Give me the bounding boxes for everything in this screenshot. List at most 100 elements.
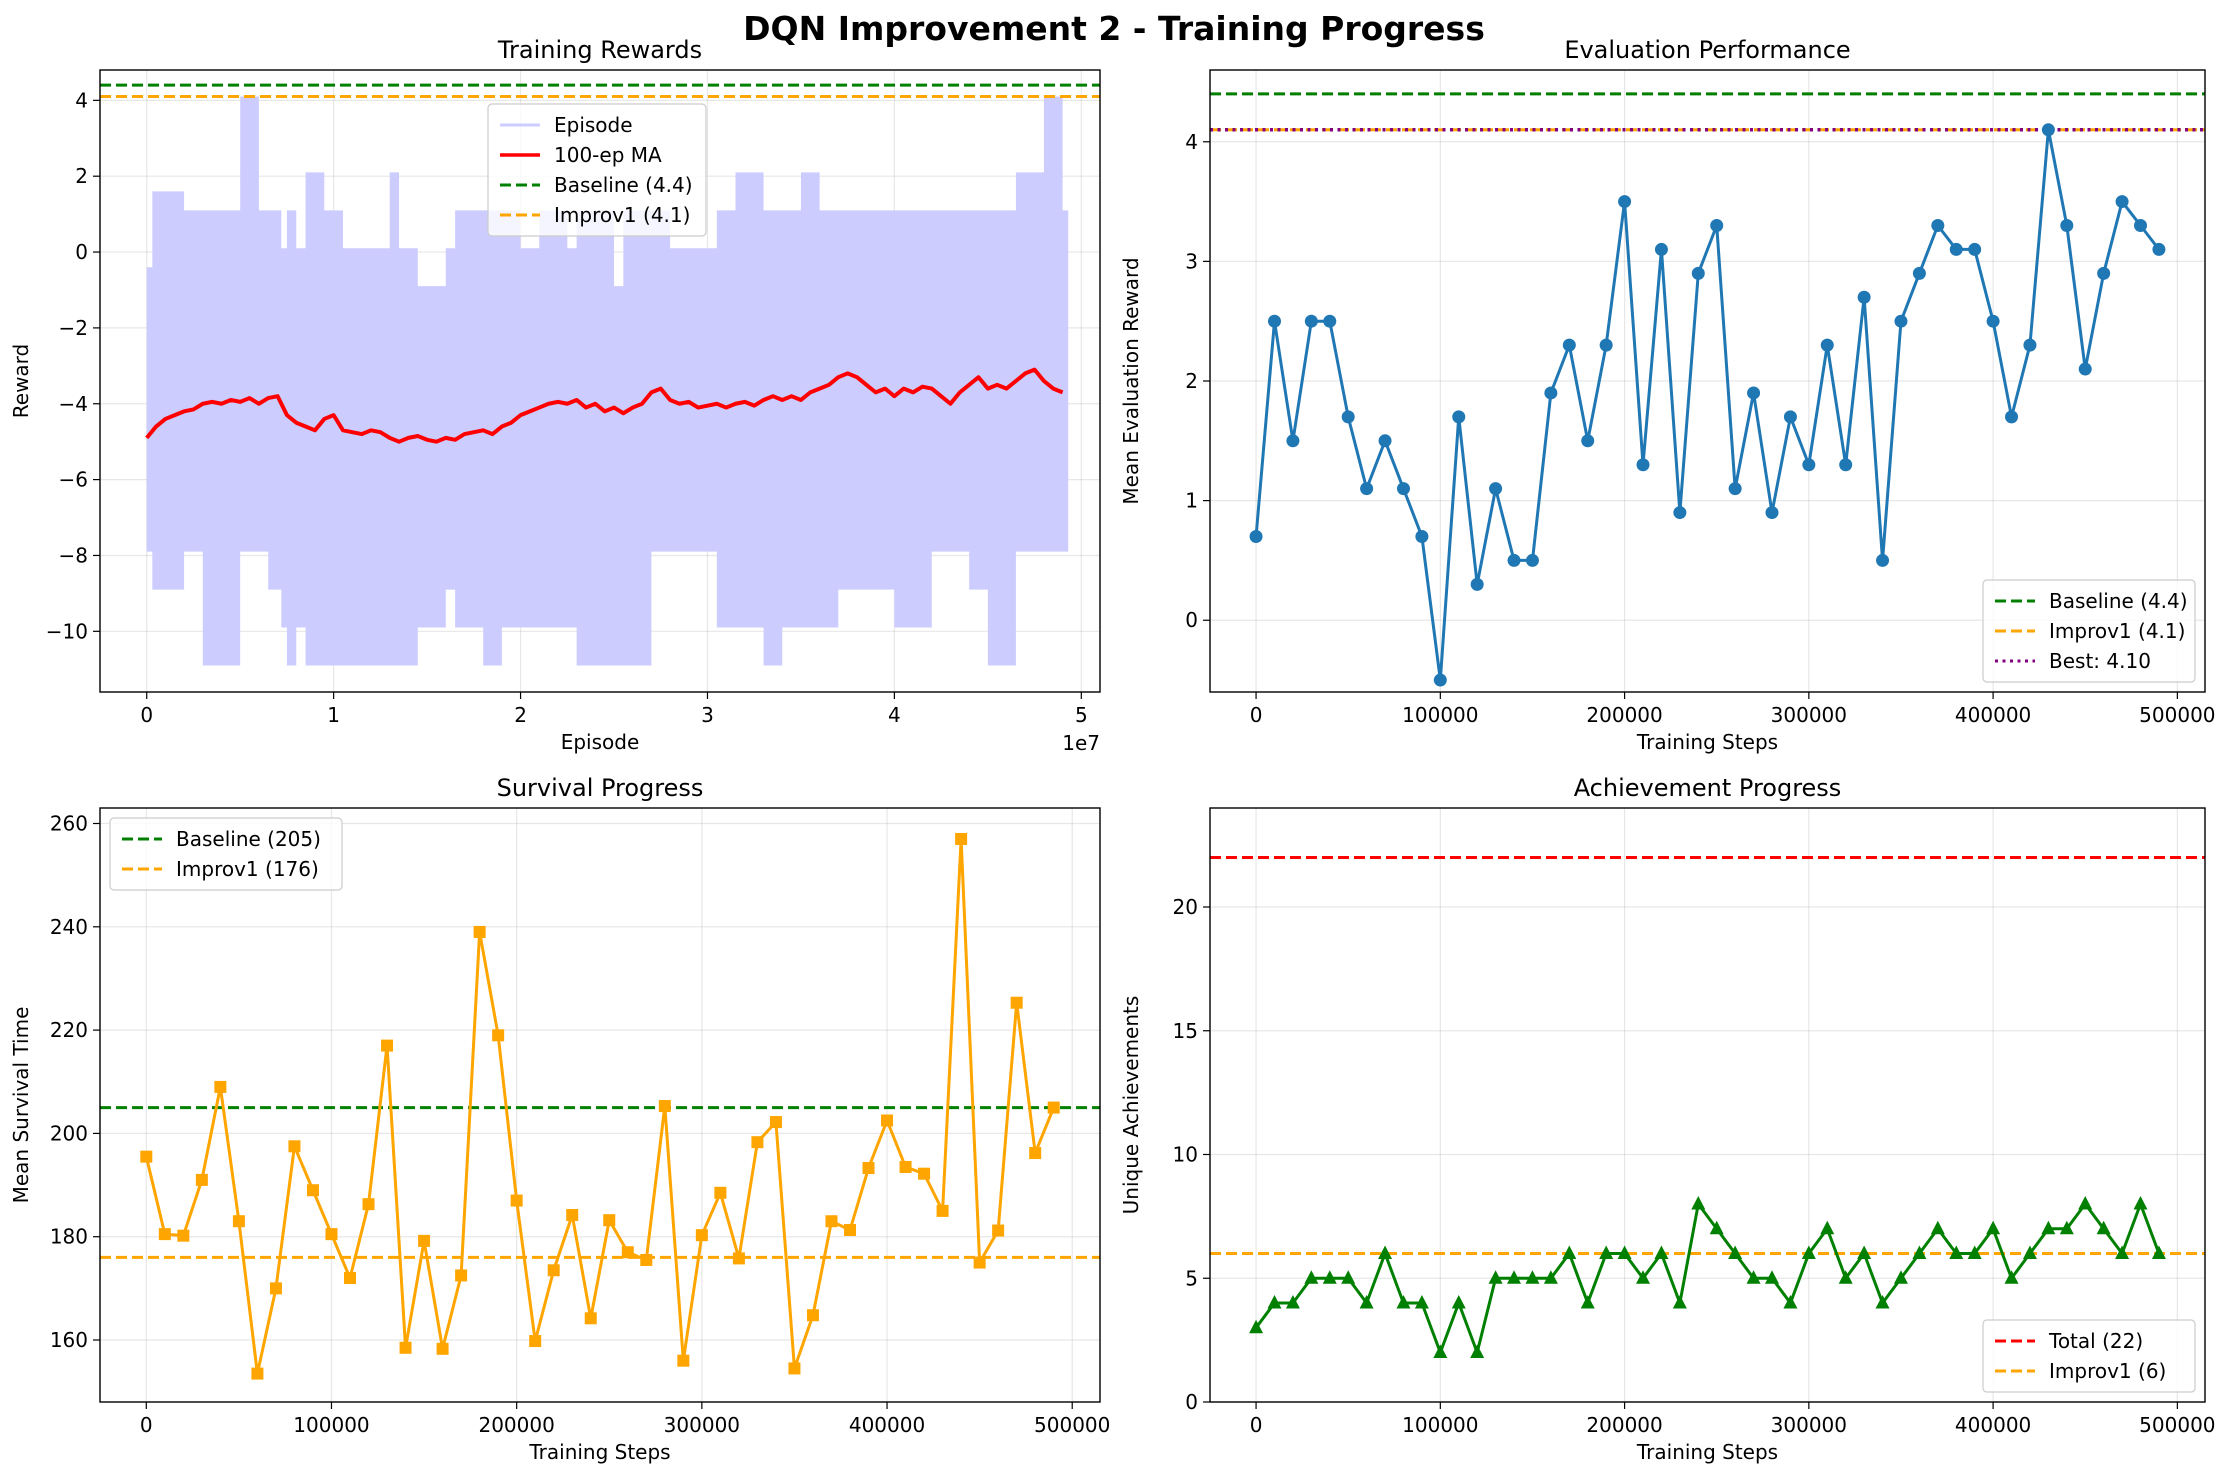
data-point <box>510 1194 523 1207</box>
data-point <box>640 1253 653 1266</box>
axes-frame <box>99 69 1101 693</box>
data-point <box>1912 266 1926 280</box>
data-point <box>1728 1245 1743 1259</box>
data-point <box>547 1264 560 1277</box>
data-point <box>1857 1245 1872 1259</box>
data-point <box>621 1246 634 1259</box>
y-tick-label: 0 <box>75 240 88 264</box>
data-point <box>1968 242 1982 256</box>
data-point <box>2041 123 2055 137</box>
data-point <box>862 1162 875 1175</box>
series-line-0 <box>144 837 1056 1376</box>
series-line-0 <box>1254 128 2161 682</box>
x-tick-label: 0 <box>1250 703 1263 727</box>
chart-panel-training-rewards: 0 1 2 3 4 5 −10 −8 −6 −4 −2 0 2 4 1e7 Training Rewards E… <box>9 36 1101 755</box>
x-tick-label: 500000 <box>1034 1413 1110 1437</box>
data-point <box>1470 1344 1485 1358</box>
x-tick-label: 300000 <box>1771 1413 1847 1437</box>
data-point <box>1452 410 1466 424</box>
legend-label: Best: 4.10 <box>2049 649 2151 673</box>
panel-title: Survival Progress <box>497 774 704 802</box>
plot-area <box>1210 856 2205 1358</box>
data-point <box>1875 1295 1890 1309</box>
y-tick-label: 10 <box>1173 1143 1198 1167</box>
x-tick-label: 400000 <box>1955 703 2031 727</box>
data-point <box>1544 386 1558 400</box>
data-point <box>269 1282 282 1295</box>
data-point <box>2151 1245 2166 1259</box>
data-point <box>1801 1245 1816 1259</box>
data-point <box>1267 1295 1282 1309</box>
data-point <box>1415 530 1429 543</box>
data-point <box>1378 1245 1393 1259</box>
data-point <box>325 1228 338 1241</box>
x-tick-label: 100000 <box>293 1413 369 1437</box>
grid <box>100 808 1100 1402</box>
data-point <box>1747 386 1761 400</box>
y-tick-label: 15 <box>1173 1019 1198 1043</box>
data-point <box>1746 1270 1761 1284</box>
data-point <box>1617 1245 1632 1259</box>
plot-area <box>1210 92 2205 687</box>
data-point <box>1709 1220 1724 1235</box>
plot-area <box>100 832 1100 1380</box>
data-point <box>2022 1245 2037 1259</box>
legend-label: Baseline (4.4) <box>2049 589 2188 613</box>
data-point <box>1710 219 1724 232</box>
legend: Total (22) Improv1 (6) <box>1982 1319 2196 1393</box>
y-tick-label: 5 <box>1185 1266 1198 1290</box>
legend-box <box>1982 579 2196 683</box>
data-point <box>1304 1270 1319 1284</box>
data-point <box>1986 314 2000 328</box>
y-tick-label: 200 <box>50 1121 88 1145</box>
data-point <box>1285 1295 1300 1309</box>
y-tick-label: −8 <box>59 543 88 567</box>
legend-label: Baseline (205) <box>176 827 321 851</box>
data-point <box>1599 1245 1614 1259</box>
data-point <box>1912 1245 1927 1259</box>
legend-label: Improv1 (4.1) <box>554 203 690 227</box>
x-offset-label: 1e7 <box>1062 731 1100 755</box>
legend-label: Total (22) <box>2048 1329 2143 1353</box>
x-tick-label: 200000 <box>1586 1413 1662 1437</box>
y-axis-label: Mean Survival Time <box>9 1007 33 1204</box>
y-tick-label: 2 <box>75 164 88 188</box>
data-point <box>2004 1270 2019 1284</box>
data-point <box>1267 314 1281 328</box>
x-axis-label: Training Steps <box>1636 730 1778 754</box>
data-point <box>2134 219 2148 232</box>
x-axis-label: Episode <box>561 730 640 754</box>
y-tick-label: 260 <box>50 811 88 835</box>
x-tick-label: 1 <box>327 703 340 727</box>
data-point <box>1249 530 1263 543</box>
data-point <box>788 1362 801 1375</box>
data-point <box>603 1214 616 1227</box>
data-point <box>1894 314 1908 328</box>
data-point <box>1783 1295 1798 1309</box>
data-point <box>1764 1270 1779 1284</box>
data-point <box>1359 1295 1374 1309</box>
data-point <box>1967 1245 1982 1259</box>
data-point <box>140 1150 153 1163</box>
data-point <box>1839 458 1853 472</box>
data-point <box>1525 553 1539 567</box>
data-point <box>2115 1245 2130 1259</box>
data-point <box>1949 242 1963 256</box>
data-point <box>1322 1270 1337 1284</box>
data-point <box>214 1080 227 1093</box>
y-tick-label: 1 <box>1185 489 1198 513</box>
plot-area <box>100 83 1100 666</box>
data-point <box>1930 1220 1945 1235</box>
data-point <box>232 1215 245 1228</box>
data-point <box>2023 338 2037 352</box>
data-point <box>473 925 486 938</box>
data-point <box>2133 1196 2148 1210</box>
data-point <box>1931 219 1945 232</box>
y-axis-label: Reward <box>9 344 33 418</box>
data-point <box>2078 1196 2093 1210</box>
data-point <box>344 1272 356 1285</box>
data-point <box>732 1252 745 1265</box>
data-point <box>1341 410 1355 424</box>
y-tick-label: 3 <box>1185 249 1198 273</box>
